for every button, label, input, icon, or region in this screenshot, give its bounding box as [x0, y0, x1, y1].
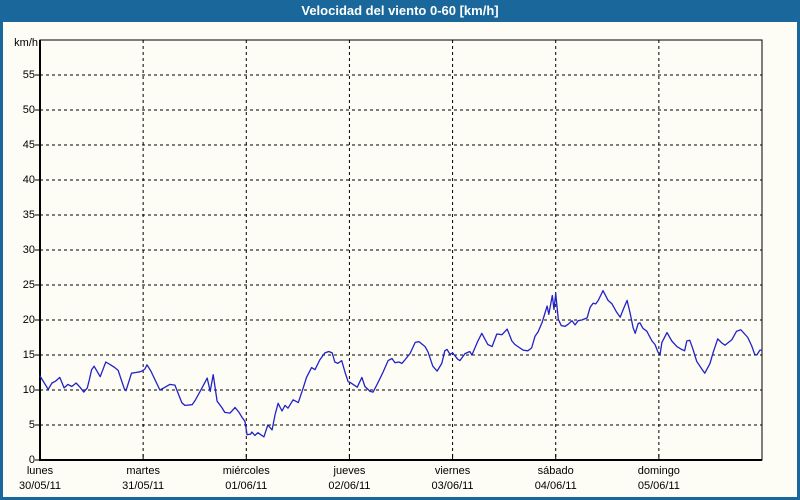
y-axis-tick-label: 50	[22, 104, 35, 116]
x-axis-day-label: lunes	[26, 465, 54, 477]
y-axis-tick-label: 45	[22, 139, 35, 151]
y-axis-tick-label: 0	[28, 454, 35, 466]
x-axis-day-label: jueves	[333, 465, 366, 477]
y-axis-tick-label: 35	[22, 209, 35, 221]
x-axis-date-label: 04/06/11	[534, 480, 577, 492]
chart-background	[3, 22, 797, 497]
x-axis-date-label: 01/06/11	[225, 480, 268, 492]
y-axis-unit-label: km/h	[14, 37, 38, 49]
x-axis-date-label: 05/06/11	[637, 480, 680, 492]
x-axis-day-label: viernes	[434, 465, 471, 477]
x-axis-day-label: miércoles	[222, 465, 270, 477]
y-axis-tick-label: 30	[22, 244, 35, 256]
x-axis-day-label: martes	[126, 465, 160, 477]
y-axis-tick-label: 15	[22, 349, 35, 361]
wind-speed-line	[39, 289, 763, 438]
x-axis-date-label: 02/06/11	[328, 480, 371, 492]
x-axis-day-label: sábado	[537, 465, 574, 477]
y-axis-tick-label: 5	[28, 419, 35, 431]
page-title: Velocidad del viento 0-60 [km/h]	[301, 3, 499, 18]
x-axis-date-label: 31/05/11	[122, 480, 165, 492]
x-axis-day-label: domingo	[637, 465, 680, 477]
y-axis-tick-label: 20	[22, 314, 35, 326]
y-axis-tick-label: 10	[22, 384, 35, 396]
y-axis-tick-label: 55	[22, 69, 35, 81]
x-axis-date-label: 03/06/11	[431, 480, 474, 492]
y-axis-tick-label: 25	[22, 279, 35, 291]
y-axis-tick-label: 40	[22, 174, 35, 186]
x-axis-date-label: 30/05/11	[18, 480, 61, 492]
